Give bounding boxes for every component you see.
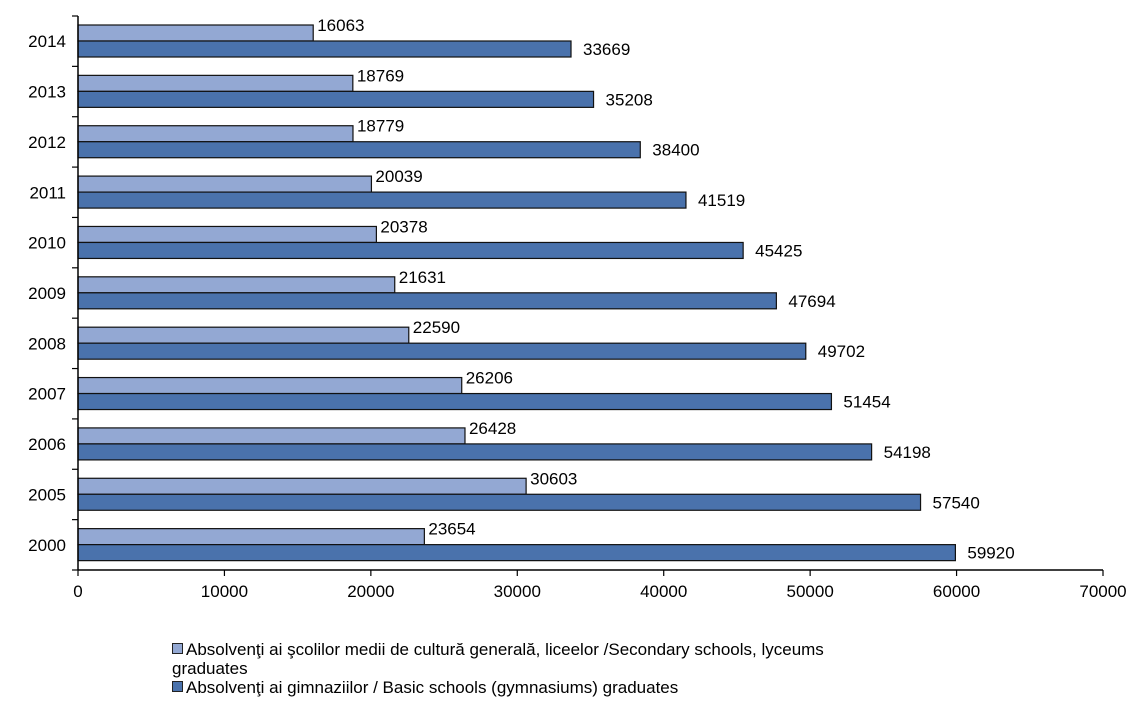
bar-2009-series-1 — [77, 292, 777, 310]
x-tick-label-30000: 30000 — [494, 582, 541, 601]
bar-2008-series-0 — [77, 326, 410, 344]
y-tick-label-2008: 2008 — [28, 334, 66, 353]
x-tick-label-0: 0 — [73, 582, 82, 601]
data-label-2009-series-0: 21631 — [399, 268, 446, 287]
data-label-2009-series-1: 47694 — [788, 292, 835, 311]
y-tick-label-2007: 2007 — [28, 385, 66, 404]
x-tick-label-70000: 70000 — [1079, 582, 1126, 601]
bar-2009-series-0 — [77, 276, 396, 294]
x-axis-tick-labels: 0 10000 20000 30000 40000 50000 60000 70000 — [73, 570, 1127, 601]
legend-item-basic: Absolvenţi ai gimnaziilor / Basic school… — [172, 678, 1032, 697]
legend: Absolvenţi ai şcolilor medii de cultură … — [172, 640, 1032, 697]
y-tick-label-2013: 2013 — [28, 83, 66, 102]
legend-item-secondary: Absolvenţi ai şcolilor medii de cultură … — [172, 640, 1032, 678]
data-label-2006-series-0: 26428 — [469, 419, 516, 438]
data-label-2013-series-0: 18769 — [357, 66, 404, 85]
y-tick-label-2014: 2014 — [28, 32, 66, 51]
data-label-2010-series-0: 20378 — [380, 217, 427, 236]
data-label-2005-series-0: 30603 — [530, 469, 577, 488]
bar-2000-series-1 — [77, 544, 957, 562]
bar-2006-series-1 — [77, 443, 873, 461]
bar-2000-series-0 — [77, 528, 425, 546]
data-label-2000-series-1: 59920 — [967, 544, 1014, 563]
legend-label-basic: Absolvenţi ai gimnaziilor / Basic school… — [186, 678, 679, 697]
data-label-2014-series-0: 16063 — [317, 16, 364, 35]
bar-2010-series-1 — [77, 241, 744, 260]
y-axis-tick-labels: 2014 2013 2012 2011 2010 2009 2008 2007 2006 2005… — [28, 15, 78, 571]
legend-label-secondary-cont: graduates — [172, 659, 248, 678]
data-label-2007-series-0: 26206 — [466, 369, 513, 388]
data-label-2010-series-1: 45425 — [755, 241, 802, 260]
legend-swatch-secondary — [172, 643, 183, 654]
bar-2008-series-1 — [77, 342, 807, 360]
bar-2011-series-1 — [77, 191, 687, 209]
x-tick-label-40000: 40000 — [640, 582, 687, 601]
bar-2005-series-0 — [77, 477, 527, 495]
x-tick-label-10000: 10000 — [201, 582, 248, 601]
bar-2010-series-0 — [77, 225, 377, 244]
legend-label-secondary: Absolvenţi ai şcolilor medii de cultură … — [186, 640, 824, 659]
bar-2006-series-0 — [77, 427, 466, 445]
data-label-2000-series-0: 23654 — [428, 520, 475, 539]
bar-2013-series-1 — [77, 90, 595, 108]
data-label-2012-series-0: 18779 — [357, 117, 404, 136]
data-label-2007-series-1: 51454 — [843, 393, 890, 412]
x-tick-label-50000: 50000 — [787, 582, 834, 601]
legend-swatch-basic — [172, 681, 183, 692]
bar-2012-series-0 — [77, 125, 354, 143]
data-label-2005-series-1: 57540 — [933, 493, 980, 512]
x-tick-label-60000: 60000 — [933, 582, 980, 601]
data-label-2008-series-0: 22590 — [413, 318, 460, 337]
data-labels-group: 16063 33669 18769 35208 18779 38400 20039 41519… — [317, 16, 1014, 563]
bar-2007-series-0 — [77, 376, 463, 395]
y-tick-label-2006: 2006 — [28, 435, 66, 454]
bar-2014-series-0 — [77, 24, 314, 42]
bar-2013-series-0 — [77, 74, 354, 92]
bar-2007-series-1 — [77, 392, 833, 411]
bar-2011-series-0 — [77, 175, 373, 193]
bar-2014-series-1 — [77, 40, 572, 58]
y-tick-label-2012: 2012 — [28, 133, 66, 152]
y-tick-label-2009: 2009 — [28, 284, 66, 303]
bar-2005-series-1 — [77, 493, 922, 511]
data-label-2008-series-1: 49702 — [818, 342, 865, 361]
data-label-2014-series-1: 33669 — [583, 40, 630, 59]
data-label-2012-series-1: 38400 — [652, 141, 699, 160]
y-tick-label-2005: 2005 — [28, 485, 66, 504]
data-label-2006-series-1: 54198 — [884, 443, 931, 462]
y-tick-label-2000: 2000 — [28, 536, 66, 555]
data-label-2011-series-1: 41519 — [698, 191, 745, 210]
data-label-2011-series-0: 20039 — [375, 167, 422, 186]
data-label-2013-series-1: 35208 — [606, 90, 653, 109]
x-tick-label-20000: 20000 — [347, 582, 394, 601]
y-tick-label-2011: 2011 — [29, 183, 66, 202]
y-tick-label-2010: 2010 — [28, 234, 66, 253]
bar-2012-series-1 — [77, 141, 641, 159]
